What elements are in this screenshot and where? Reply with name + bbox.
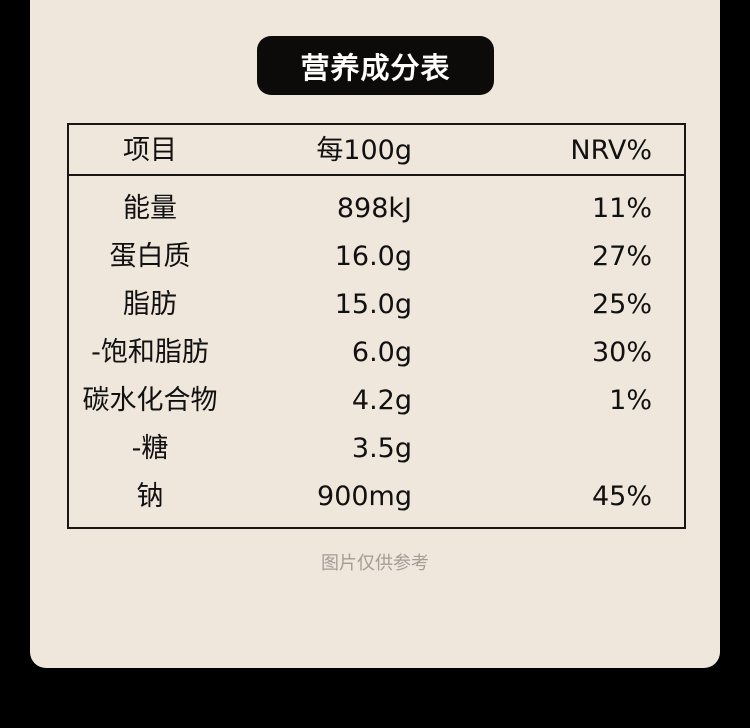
header-nrv: NRV% <box>570 135 652 166</box>
nutrient-value: 898kJ <box>336 193 412 224</box>
nutrient-nrv: 11% <box>591 193 652 224</box>
nutrient-name: 能量 <box>123 193 177 224</box>
nutrient-name: 脂肪 <box>123 289 177 320</box>
table-row: 脂肪 15.0g 25% <box>69 285 684 325</box>
title-badge: 营养成分表 <box>257 36 494 95</box>
nutrient-name: 钠 <box>136 481 164 512</box>
header-per100g: 每100g <box>316 135 412 166</box>
nutrient-name: -糖 <box>131 433 169 464</box>
nutrition-table: 项目 每100g NRV% 能量 898kJ 11% 蛋白质 16.0g 27% 脂… <box>67 123 686 529</box>
footnote: 图片仅供参考 <box>321 553 429 574</box>
nutrient-name: 蛋白质 <box>109 241 191 272</box>
nutrient-nrv: 1% <box>609 385 652 416</box>
nutrition-card <box>30 0 720 668</box>
title: 营养成分表 <box>300 50 451 85</box>
table-row: -糖 3.5g <box>69 429 684 469</box>
table-row: -饱和脂肪 6.0g 30% <box>69 333 684 373</box>
nutrient-value: 6.0g <box>351 337 412 368</box>
nutrient-value: 15.0g <box>334 289 412 320</box>
nutrient-nrv: 30% <box>591 337 652 368</box>
table-row: 碳水化合物 4.2g 1% <box>69 381 684 421</box>
nutrient-value: 4.2g <box>351 385 412 416</box>
table-row: 能量 898kJ 11% <box>69 189 684 229</box>
table-row: 蛋白质 16.0g 27% <box>69 237 684 277</box>
nutrient-name: 碳水化合物 <box>82 385 218 416</box>
nutrient-value: 16.0g <box>334 241 412 272</box>
nutrient-nrv: 25% <box>591 289 652 320</box>
header-item: 项目 <box>123 135 177 166</box>
nutrient-nrv: 27% <box>591 241 652 272</box>
table-header: 项目 每100g NRV% <box>69 131 684 171</box>
nutrient-value: 3.5g <box>351 433 412 464</box>
nutrient-name: -饱和脂肪 <box>91 337 209 368</box>
nutrient-nrv: 45% <box>591 481 652 512</box>
header-divider <box>69 174 684 176</box>
table-row: 钠 900mg 45% <box>69 477 684 517</box>
nutrient-value: 900mg <box>317 481 412 512</box>
